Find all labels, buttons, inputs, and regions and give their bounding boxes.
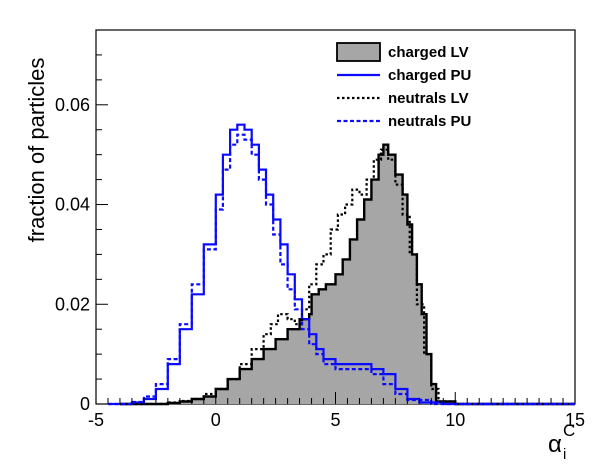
legend-item: neutrals PU bbox=[337, 113, 471, 130]
legend-label: charged LV bbox=[388, 44, 469, 61]
series-charged-pu-line bbox=[108, 123, 575, 406]
legend-item: charged PU bbox=[337, 67, 471, 84]
x-tick-labels: -5 0 5 10 15 bbox=[88, 410, 585, 430]
x-tick-label: 15 bbox=[565, 410, 585, 430]
y-axis-title: fraction of particles bbox=[24, 58, 49, 243]
x-tick-label: 0 bbox=[211, 410, 221, 430]
legend-item: charged LV bbox=[336, 42, 469, 62]
y-tick-labels: 0 0.02 0.04 0.06 bbox=[55, 95, 90, 414]
series-layer bbox=[108, 123, 575, 406]
y-tick-label: 0 bbox=[80, 394, 90, 414]
x-tick-label: 10 bbox=[445, 410, 465, 430]
series-charged-lv-fill bbox=[120, 144, 575, 404]
y-tick-label: 0.06 bbox=[55, 95, 90, 115]
series-neutrals-lv-line bbox=[120, 148, 575, 406]
legend-label: neutrals PU bbox=[388, 113, 471, 130]
legend-item: neutrals LV bbox=[337, 90, 469, 107]
ticks-layer bbox=[95, 29, 576, 405]
y-tick-label: 0.02 bbox=[55, 294, 90, 314]
x-axis-title-subscript: i bbox=[563, 446, 566, 463]
x-axis-title-main: α bbox=[548, 431, 562, 458]
x-axis-title-superscript: C bbox=[563, 421, 575, 440]
y-tick-label: 0.04 bbox=[55, 195, 90, 215]
legend-label: charged PU bbox=[388, 67, 471, 84]
series-neutrals-pu-line bbox=[108, 133, 575, 406]
legend-label: neutrals LV bbox=[388, 90, 469, 107]
x-tick-label: 5 bbox=[330, 410, 340, 430]
legend: charged LV charged PU neutrals LV neutrals … bbox=[336, 42, 471, 130]
x-axis-title: α i C bbox=[548, 421, 575, 463]
x-tick-label: -5 bbox=[88, 410, 104, 430]
legend-swatch bbox=[336, 42, 381, 62]
